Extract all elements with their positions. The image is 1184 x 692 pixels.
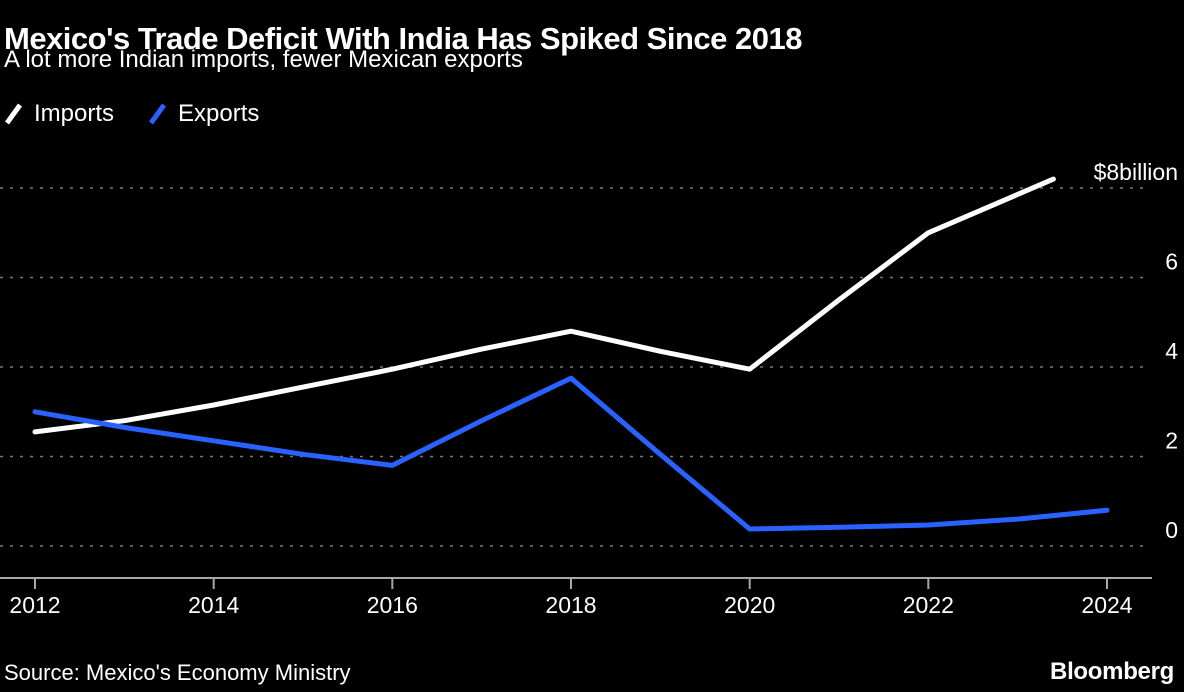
- legend-item-exports: Exports: [148, 100, 259, 128]
- imports-line: [32, 176, 1056, 435]
- x-axis-label: 2022: [903, 592, 954, 618]
- legend-label-imports: Imports: [34, 100, 115, 127]
- exports-line: [32, 375, 1110, 532]
- chart-subtitle: A lot more Indian imports, fewer Mexican…: [4, 46, 523, 73]
- y-axis-label: $8billion: [1094, 159, 1178, 185]
- x-axis-label: 2024: [1081, 592, 1132, 618]
- legend-label-exports: Exports: [178, 100, 260, 127]
- source-note: Source: Mexico's Economy Ministry: [4, 660, 351, 685]
- y-axis-label: 4: [1165, 338, 1178, 364]
- x-axis-label: 2014: [188, 592, 239, 618]
- legend-item-imports: Imports: [4, 100, 114, 128]
- x-axis-label: 2012: [9, 592, 60, 618]
- page-title: Mexico's Trade Deficit With India Has Sp…: [4, 20, 802, 56]
- y-axis-label: 2: [1165, 428, 1178, 454]
- x-axis-label: 2016: [367, 592, 418, 618]
- x-axis-label: 2018: [545, 592, 596, 618]
- bloomberg-logo: Bloomberg: [1050, 658, 1174, 685]
- y-axis-label: 6: [1165, 249, 1178, 275]
- y-axis-label: 0: [1165, 517, 1178, 543]
- trade-deficit-line-chart: $8billion 6 4 2 0 2012 2014 2016 2018 2020 2022 202…: [0, 159, 1178, 618]
- exports-line-swatch-icon: [148, 103, 167, 125]
- imports-line-swatch-icon: [4, 103, 23, 125]
- legend: Imports Exports: [4, 100, 259, 128]
- x-axis-label: 2020: [724, 592, 775, 618]
